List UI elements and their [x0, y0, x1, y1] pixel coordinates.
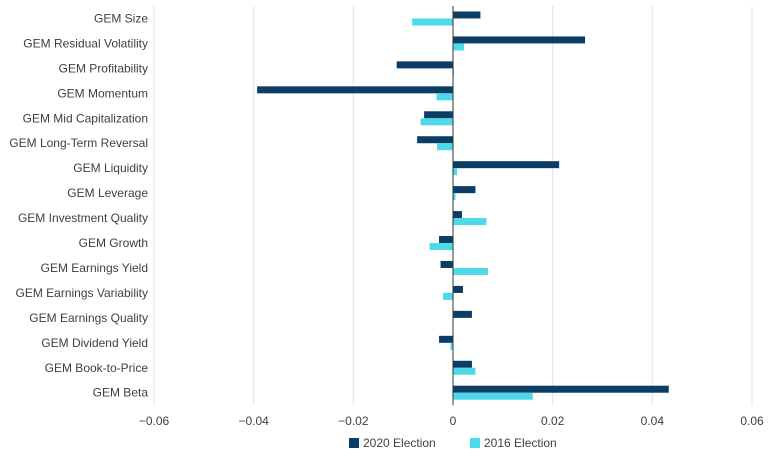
bar-series2: [429, 243, 453, 251]
category-label: GEM Mid Capitalization: [23, 111, 148, 125]
category-label: GEM Leverage: [67, 186, 148, 200]
legend-swatch: [349, 438, 359, 448]
category-label: GEM Earnings Yield: [41, 261, 148, 275]
bar-series2: [453, 193, 456, 201]
bar-series1: [440, 260, 453, 268]
bar-series1: [424, 111, 453, 119]
bar-series2: [437, 143, 453, 151]
bar-series1: [453, 385, 669, 393]
bar-series1: [417, 136, 453, 144]
bar-series1: [453, 310, 472, 318]
bar-series1: [396, 61, 453, 69]
bar-series1: [453, 161, 560, 169]
bar-series1: [453, 211, 462, 219]
category-label: GEM Beta: [93, 386, 149, 400]
category-label: GEM Momentum: [57, 86, 148, 100]
x-tick-label: −0.02: [338, 414, 369, 428]
bar-series2: [453, 392, 533, 400]
x-tick-label: 0: [450, 414, 457, 428]
bar-series1: [453, 186, 476, 194]
bar-series1: [439, 335, 453, 343]
bar-series2: [453, 168, 457, 176]
bar-series2: [453, 267, 488, 275]
bars: [257, 11, 669, 400]
x-tick-label: −0.04: [238, 414, 269, 428]
bar-series2: [450, 342, 453, 350]
legend: 2020 Election 2016 Election: [349, 436, 557, 450]
bar-series2: [436, 93, 453, 101]
bar-series2: [453, 367, 476, 375]
category-label: GEM Earnings Quality: [29, 311, 148, 325]
category-label: GEM Liquidity: [73, 161, 148, 175]
bar-series1: [439, 236, 453, 244]
category-label: GEM Size: [94, 11, 148, 25]
category-label: GEM Residual Volatility: [23, 36, 148, 50]
bar-series1: [453, 36, 586, 44]
grid-lines: [153, 6, 753, 406]
category-label: GEM Profitability: [59, 61, 148, 75]
legend-label: 2016 Election: [484, 436, 557, 450]
category-label: GEM Book-to-Price: [45, 361, 149, 375]
bar-series1: [453, 285, 463, 293]
category-label: GEM Earnings Variability: [16, 286, 149, 300]
bar-series1: [257, 86, 453, 94]
bar-series1: [453, 360, 472, 368]
bar-series1: [453, 11, 481, 19]
bar-series2: [453, 43, 464, 51]
x-tick-label: 0.06: [740, 414, 764, 428]
x-tick-label: 0.02: [541, 414, 565, 428]
category-label: GEM Investment Quality: [18, 211, 148, 225]
category-labels: GEM Size GEM Residual Volatility GEM Profi…: [9, 11, 148, 399]
category-label: GEM Dividend Yield: [41, 336, 148, 350]
legend-label: 2020 Election: [363, 436, 436, 450]
bar-series2: [420, 118, 453, 126]
category-label: GEM Growth: [79, 236, 148, 250]
category-label: GEM Long-Term Reversal: [9, 136, 148, 150]
bar-series2: [412, 18, 453, 26]
bar-series2: [443, 292, 453, 300]
x-tick-label: −0.06: [139, 414, 170, 428]
x-tick-label: 0.04: [641, 414, 665, 428]
bar-series2: [453, 218, 487, 226]
x-tick-labels: −0.06 −0.04 −0.02 0 0.02 0.04 0.06: [139, 414, 764, 428]
legend-swatch: [470, 438, 480, 448]
